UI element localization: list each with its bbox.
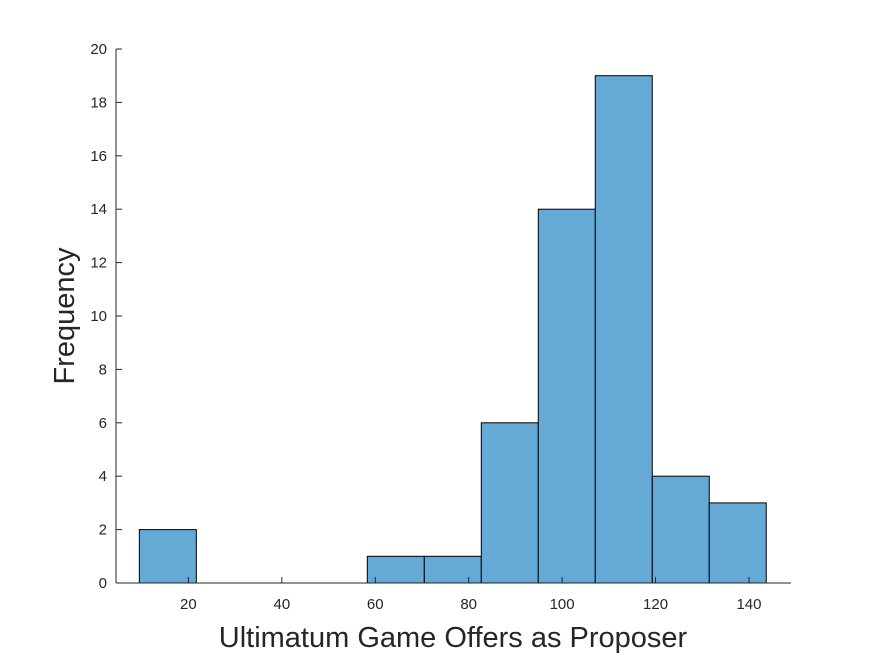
axes: 20 40 60 80 100 120 140 0 2 4 6 8 10 12 14 16 18 20 <box>90 41 791 613</box>
x-axis-label: Ultimatum Game Offers as Proposer <box>219 622 688 654</box>
y-tick-label: 20 <box>90 41 107 58</box>
histogram-bars <box>138 75 767 584</box>
y-tick-label: 18 <box>90 94 107 111</box>
histogram-bar <box>594 75 653 584</box>
y-tick-label: 8 <box>99 361 107 378</box>
histogram-bar <box>708 502 767 584</box>
y-tick-label: 14 <box>90 201 107 218</box>
histogram-bar <box>651 475 710 584</box>
y-tick-label: 2 <box>99 522 107 539</box>
x-tick-label: 40 <box>273 596 290 613</box>
y-axis-label: Frequency <box>49 247 81 385</box>
y-tick-label: 6 <box>99 415 107 432</box>
histogram-bar <box>366 555 425 584</box>
y-tick-label: 12 <box>90 255 107 272</box>
histogram-bar <box>423 555 482 584</box>
x-tick-label: 140 <box>736 596 761 613</box>
x-tick-label: 100 <box>550 596 575 613</box>
y-tick-label: 16 <box>90 148 107 165</box>
y-tick-label: 10 <box>90 308 107 325</box>
x-tick-label: 20 <box>180 596 197 613</box>
histogram-bar <box>480 422 539 584</box>
histogram-bar <box>537 208 596 584</box>
x-tick-label: 80 <box>460 596 477 613</box>
x-tick-label: 120 <box>643 596 668 613</box>
y-tick-label: 4 <box>99 468 107 485</box>
y-tick-label: 0 <box>99 575 107 592</box>
histogram-bar <box>138 529 197 584</box>
x-tick-label: 60 <box>367 596 384 613</box>
